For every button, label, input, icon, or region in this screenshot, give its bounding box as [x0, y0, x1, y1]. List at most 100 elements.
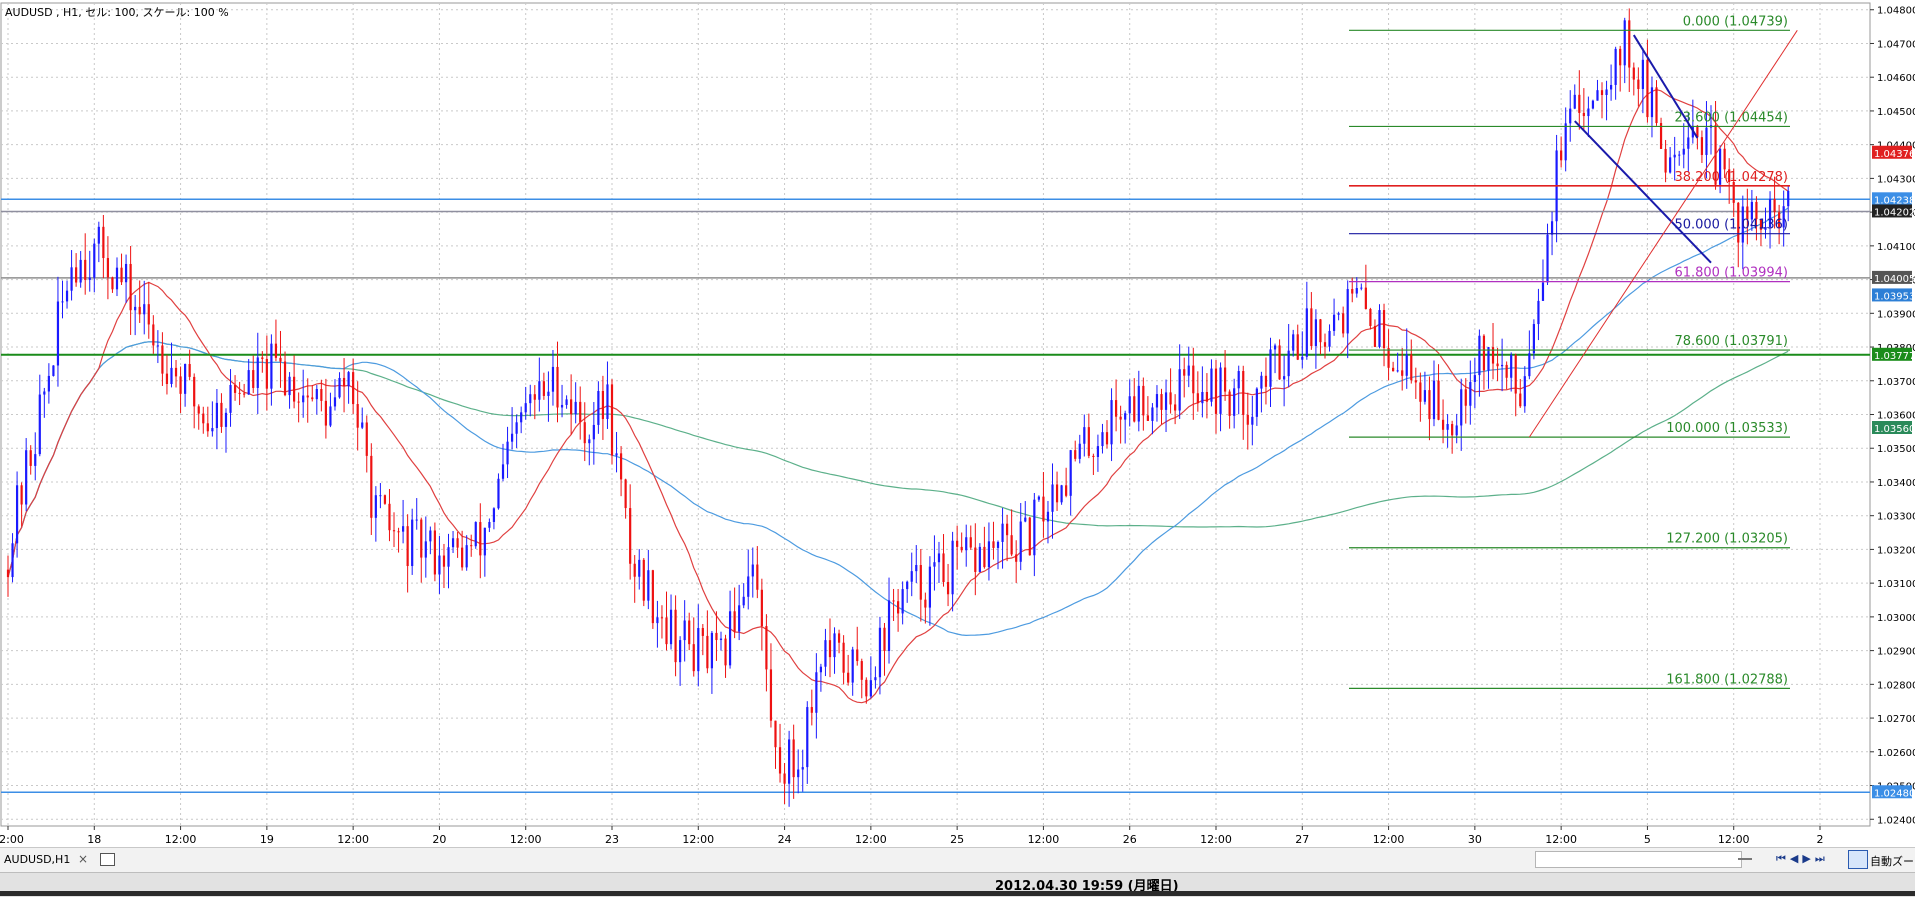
candle-body: [683, 620, 686, 641]
candle-body: [869, 680, 872, 697]
candle: [1505, 361, 1508, 390]
candle-body: [697, 628, 700, 672]
candle-body: [1105, 432, 1109, 445]
candle: [134, 294, 137, 336]
candle: [261, 351, 264, 373]
candle-body: [842, 642, 845, 673]
candle: [193, 373, 196, 429]
candle: [956, 525, 959, 570]
candle: [1028, 516, 1031, 556]
candle-body: [56, 301, 60, 366]
candle-body: [1346, 289, 1349, 334]
candle: [483, 527, 486, 577]
candle: [29, 445, 32, 475]
candle: [1496, 347, 1499, 382]
candle-body: [388, 503, 391, 531]
candle-body: [293, 376, 296, 402]
candle-body: [1155, 394, 1159, 408]
nav-buttons[interactable]: ⏮◀▶⏭: [1776, 852, 1829, 865]
candle: [1619, 45, 1622, 92]
status-datetime: 2012.04.30 19:59 (月曜日): [995, 879, 1179, 894]
candle-body: [1460, 389, 1463, 426]
candle-body: [615, 453, 618, 456]
candle-body: [29, 450, 32, 466]
fib-level-label: 127.200 (1.03205): [1666, 532, 1788, 547]
candle: [1233, 378, 1236, 429]
zoom-icon[interactable]: [1848, 850, 1868, 869]
candle: [93, 238, 96, 293]
candle: [1101, 423, 1104, 454]
candle-body: [1478, 335, 1481, 376]
candle-body: [1169, 392, 1172, 405]
candle: [788, 730, 791, 807]
candle: [406, 514, 409, 593]
candle: [429, 526, 432, 555]
candle: [501, 443, 505, 482]
candle-body: [674, 609, 677, 663]
candle-body: [433, 530, 436, 575]
candle-body: [524, 403, 527, 413]
candle: [878, 616, 882, 695]
candle-body: [647, 570, 650, 601]
candle: [1223, 350, 1227, 401]
candle-body: [533, 394, 536, 400]
candle: [379, 483, 382, 509]
candle-body: [783, 773, 786, 784]
candle-body: [342, 377, 346, 387]
scroll-box[interactable]: [1535, 851, 1742, 868]
candle-body: [1496, 363, 1499, 367]
candle: [1482, 334, 1486, 390]
candle-body: [1151, 407, 1154, 421]
candle-body: [928, 566, 931, 608]
candle-body: [1669, 157, 1672, 173]
candle: [638, 549, 641, 590]
candle-body: [1778, 212, 1781, 228]
candle-body: [1396, 370, 1399, 372]
candle-body: [806, 707, 809, 768]
candle: [915, 545, 918, 583]
candle: [1469, 360, 1472, 425]
candle: [120, 253, 123, 286]
x-tick-label: 30: [1468, 833, 1482, 846]
candlestick-chart[interactable]: 1.048001.047001.046001.045001.044001.043…: [0, 0, 1915, 847]
candle: [1024, 501, 1027, 523]
candle-body: [1283, 376, 1286, 380]
candle: [1142, 377, 1145, 431]
candle: [1301, 331, 1304, 369]
candle: [1632, 62, 1635, 96]
candle: [760, 578, 763, 651]
candle: [1628, 8, 1631, 92]
candle-body: [688, 620, 691, 645]
candle-body: [588, 439, 591, 444]
candle-body: [1696, 125, 1699, 138]
close-icon[interactable]: ×: [78, 852, 89, 866]
window-icon[interactable]: [100, 853, 115, 866]
candle-body: [937, 553, 941, 563]
candle: [642, 558, 645, 607]
scroll-thumb[interactable]: [1738, 858, 1752, 860]
candle: [556, 341, 559, 423]
candle-body: [379, 495, 382, 497]
candle: [1741, 195, 1744, 270]
candle-body: [692, 644, 695, 672]
candle-body: [570, 399, 573, 415]
candle-body: [1464, 389, 1467, 406]
candle-body: [897, 601, 900, 614]
candle-body: [1128, 396, 1131, 414]
candle-body: [1532, 324, 1535, 354]
candle: [474, 521, 477, 549]
candle-body: [1201, 392, 1204, 404]
candle-body: [1578, 94, 1581, 113]
candle: [1292, 329, 1295, 357]
candle: [883, 622, 886, 676]
candle: [488, 518, 491, 533]
candle: [1065, 467, 1068, 498]
candle-body: [1342, 313, 1345, 334]
x-tick-label: 12:00: [0, 833, 24, 846]
y-tick-label: 1.03400: [1877, 478, 1915, 489]
chart-tab-label[interactable]: AUDUSD,H1: [4, 853, 71, 866]
candle: [1015, 540, 1018, 583]
candle-body: [719, 638, 723, 641]
candle-body: [1414, 380, 1417, 383]
